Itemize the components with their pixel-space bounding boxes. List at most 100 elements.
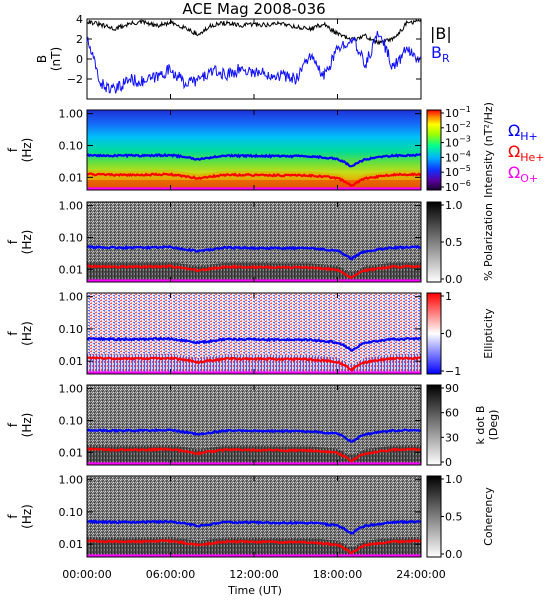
freq-ylabel: f(Hz): [6, 230, 34, 255]
colorbar-tick-label: 10−3: [445, 135, 471, 150]
freq-ytick-label: 1.00: [59, 200, 84, 213]
freq-ylabel-line1: f: [6, 514, 20, 519]
legend-omega: Ω: [508, 142, 520, 161]
freq-ytick-label: 1.00: [59, 383, 84, 396]
freq-ytick-label: 0.01: [59, 263, 84, 276]
colorbar-coherency-scale: [426, 475, 442, 558]
colorbar-tick-base: 10: [445, 122, 459, 135]
colorbar-tick-exp: −3: [459, 135, 471, 144]
panel-intensity-spectrogram: [87, 110, 421, 190]
colorbar-polarization-label: % Polarization: [482, 203, 495, 281]
freq-ytick-label: 1.00: [59, 474, 84, 487]
legend-radial-field: BR: [431, 43, 450, 65]
colorbar-tick-label: 0: [445, 456, 452, 469]
freq-ylabel-line2: (Hz): [20, 321, 34, 346]
panel-kdotb: 1.00 0.10 0.01 f(Hz): [6, 383, 422, 466]
colorbar-ellipticity-scale: [426, 292, 442, 375]
colorbar-tick-label: 0.0: [445, 273, 463, 286]
colorbar-kdotb-scale: [426, 384, 442, 466]
freq-ylabel: f(Hz): [6, 413, 34, 438]
b-ylabel-line1: B: [35, 55, 49, 63]
colorbar-tick-label: 90: [445, 382, 459, 395]
b-ytick-label: 2: [76, 33, 83, 46]
panel-coherency: 1.00 0.10 0.01 f(Hz): [6, 474, 422, 558]
panel-polarization: 1.00 0.10 0.01 f(Hz): [6, 200, 422, 283]
freq-ylabel-line2: (Hz): [20, 230, 34, 255]
colorbar-tick-label: −1: [445, 365, 461, 378]
freq-ylabel-line1: f: [6, 422, 20, 427]
series-radial-field: [86, 30, 422, 94]
freq-ytick-label: 1.00: [59, 108, 84, 121]
freq-ytick-label: 0.01: [59, 538, 84, 551]
colorbar-kdotb: 90 60 30 0 k dot B(Deg): [426, 382, 500, 469]
freq-ylabel: f(Hz): [6, 321, 34, 346]
time-tick-label: 06:00:00: [146, 568, 195, 581]
legend-he-plus: ΩHe+: [508, 142, 545, 164]
colorbar-coherency-label: Coherency: [482, 487, 495, 546]
time-tick-label: 18:00:00: [313, 568, 362, 581]
freq-ytick-label: 0.01: [59, 171, 84, 184]
panel-b-frame: [86, 18, 422, 100]
colorbar-intensity-scale: [426, 109, 442, 191]
colorbar-tick-label: 10−5: [445, 164, 471, 179]
freq-ylabel-line1: f: [6, 147, 20, 152]
freq-ylabel: f(Hz): [6, 138, 34, 163]
series-He-gyrofrequency-polarization: [87, 264, 421, 280]
legend-o-plus: ΩO+: [508, 163, 538, 185]
legend-total-field: |B|: [430, 24, 452, 43]
freq-ytick-label: 0.10: [59, 139, 84, 152]
colorbar-tick-label: 0.0: [445, 548, 463, 561]
legend-omega: Ω: [508, 163, 520, 182]
time-tick-label: 24:00:00: [396, 568, 445, 581]
figure-title: ACE Mag 2008-036: [182, 0, 325, 18]
panel-coherency-spectrogram: [87, 476, 421, 557]
panel-polarization-spectrogram: [87, 202, 421, 282]
colorbar-ellipticity: 1 0 −1 Ellipticity: [426, 290, 495, 378]
colorbar-intensity-label: Intensity (nT²/Hz): [482, 102, 495, 198]
legend-ion: H+: [520, 130, 538, 143]
colorbar-label-line1: k dot B: [474, 406, 487, 445]
panel-b-field: 4 2 0 −2 B(nT): [35, 13, 422, 100]
colorbar-label-line2: (Deg): [487, 410, 500, 441]
series-H-gyrofrequency-ellipticity: [87, 336, 421, 352]
series-H-gyrofrequency-kdotb: [87, 428, 421, 443]
colorbar-tick-label: 60: [445, 407, 459, 420]
colorbar-kdotb-label: k dot B(Deg): [474, 406, 500, 445]
time-axis-label: Time (UT): [227, 584, 282, 597]
colorbar-tick-label: 0: [445, 328, 452, 341]
legend-radial-sub: R: [442, 52, 450, 65]
colorbar-tick-label: 10−4: [445, 149, 471, 164]
b-ytick-label: −2: [67, 73, 83, 86]
freq-ylabel: f(Hz): [6, 504, 34, 529]
colorbar-tick-label: 1: [445, 290, 452, 303]
freq-ytick-label: 0.10: [59, 414, 84, 427]
legend-ion: He+: [520, 151, 544, 164]
freq-ylabel-line2: (Hz): [20, 138, 34, 163]
colorbar-tick-exp: −2: [459, 120, 471, 129]
series-H-gyrofrequency-polarization: [87, 244, 421, 262]
panel-kdotb-spectrogram: [87, 385, 421, 465]
colorbar-tick-exp: −4: [459, 149, 471, 158]
panels-layer: 420−2B(nT)1.000.100.01f(Hz)10−110−210−31…: [6, 13, 500, 561]
b-ytick-label: 0: [76, 53, 83, 66]
colorbar-tick-base: 10: [445, 137, 459, 150]
colorbar-polarization-scale: [426, 201, 442, 283]
series-He-gyrofrequency-coherency: [87, 539, 421, 555]
series-H-gyrofrequency-intensity: [87, 152, 421, 168]
colorbar-tick-base: 10: [445, 107, 459, 120]
legend-omega: Ω: [508, 121, 520, 140]
legend-ion: O+: [520, 172, 538, 185]
panel-ellipticity: 1.00 0.10 0.01 f(Hz): [6, 291, 422, 375]
colorbar-intensity: 10−110−210−310−410−510−6 Intensity (nT²/H…: [426, 102, 495, 198]
colorbar-tick-label: 0.5: [445, 511, 463, 524]
freq-ylabel-line2: (Hz): [20, 504, 34, 529]
series-He-gyrofrequency-kdotb: [87, 447, 421, 463]
legend-h-plus: ΩH+: [508, 121, 538, 143]
colorbar-tick-label: 10−2: [445, 120, 471, 135]
freq-ytick-label: 0.10: [59, 506, 84, 519]
freq-ylabel-line1: f: [6, 331, 20, 336]
time-tick-label: 12:00:00: [229, 568, 278, 581]
time-tick-label: 00:00:00: [62, 568, 111, 581]
colorbar-tick-label: 1.0: [445, 473, 463, 486]
